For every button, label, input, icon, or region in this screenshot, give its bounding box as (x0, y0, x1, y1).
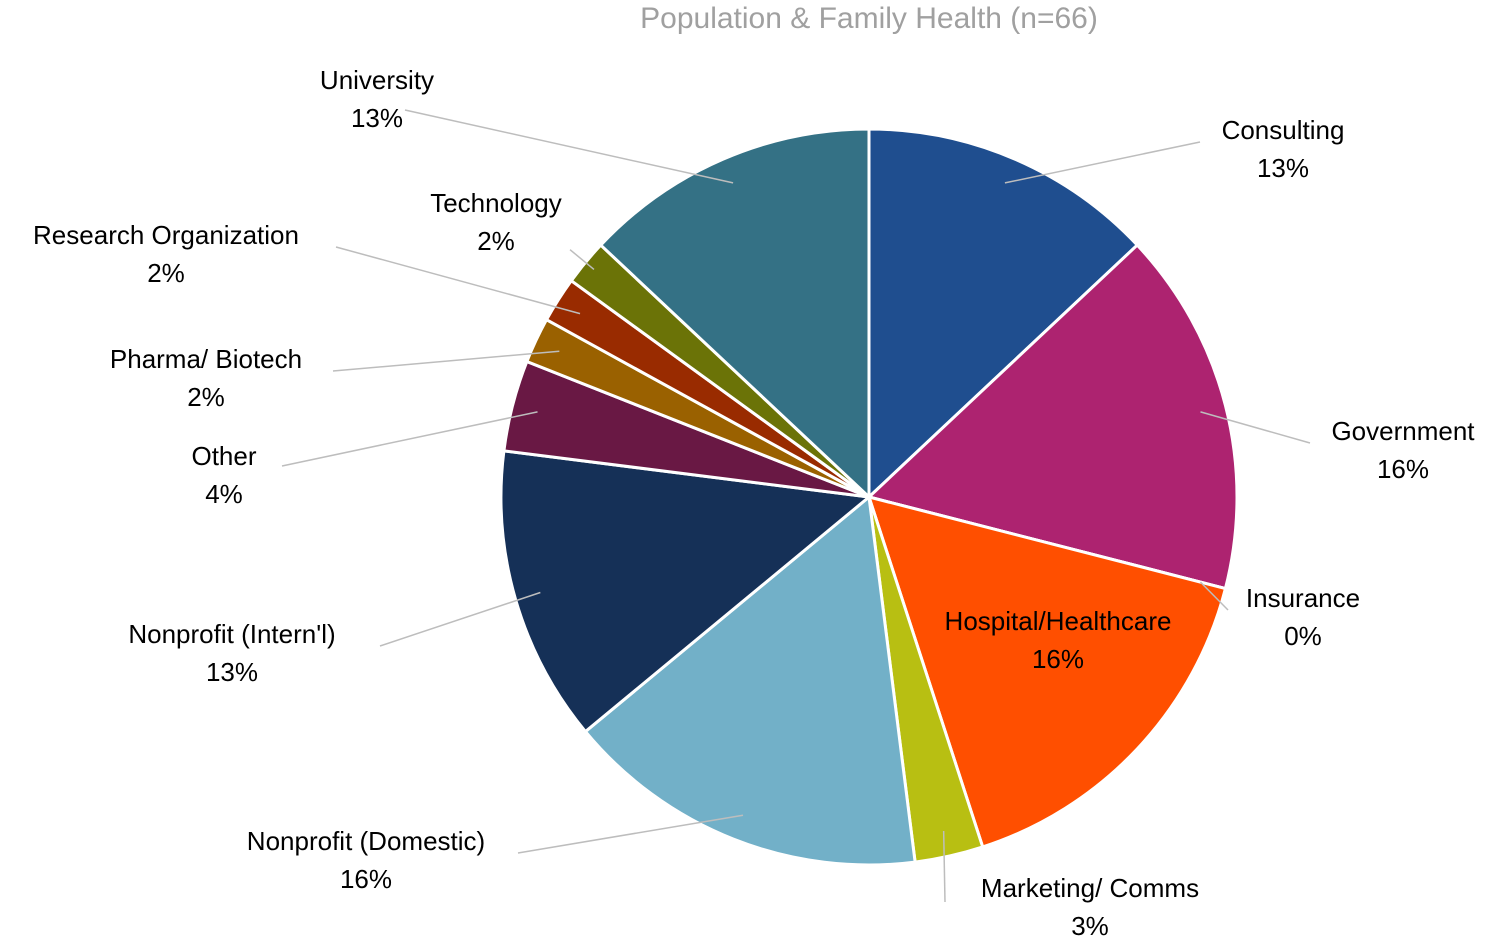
slices (499, 127, 1239, 867)
leader-line (332, 350, 560, 372)
leader-line (1199, 581, 1229, 611)
slice (583, 494, 917, 867)
leader-line (569, 249, 595, 271)
slice-value: 2% (477, 226, 515, 256)
slice-label: Research Organization (33, 220, 299, 250)
leader-line (379, 591, 541, 647)
slice-value: 2% (147, 258, 185, 288)
slice-value: 16% (1032, 644, 1084, 674)
slice-label: Other (191, 441, 256, 471)
leader-line (335, 246, 581, 315)
slice (598, 127, 871, 501)
slice-value: 3% (1071, 911, 1109, 941)
slice (867, 127, 1140, 501)
slice-value: 13% (351, 103, 403, 133)
leader-line (1200, 411, 1311, 444)
slice (499, 449, 873, 734)
slice (866, 494, 1228, 849)
slice-label: University (320, 65, 434, 95)
slice-value: 4% (205, 479, 243, 509)
slice-label: Marketing/ Comms (981, 873, 1199, 903)
slice-value: 0% (1284, 621, 1322, 651)
slice-value: 16% (340, 864, 392, 894)
slice-label: Nonprofit (Intern'l) (128, 619, 335, 649)
slice-label: Nonprofit (Domestic) (247, 826, 485, 856)
leader-line (942, 830, 946, 903)
chart-title: Population & Family Health (n=66) (640, 2, 1098, 35)
leader-line (517, 814, 744, 854)
leader-line (281, 411, 538, 467)
slice-label: Insurance (1246, 583, 1360, 613)
slice-value: 16% (1377, 454, 1429, 484)
slice (865, 242, 1239, 591)
slice-label: Pharma/ Biotech (110, 344, 302, 374)
slice-value: 13% (1257, 153, 1309, 183)
leader-line (404, 109, 734, 184)
slice-label: Technology (430, 188, 562, 218)
slice-value: 2% (187, 382, 225, 412)
slice-value: 13% (206, 657, 258, 687)
slice-label: Government (1331, 416, 1475, 446)
leader-line (1004, 141, 1201, 184)
slice-label: Consulting (1222, 115, 1345, 145)
slice-label: Hospital/Healthcare (945, 606, 1172, 636)
